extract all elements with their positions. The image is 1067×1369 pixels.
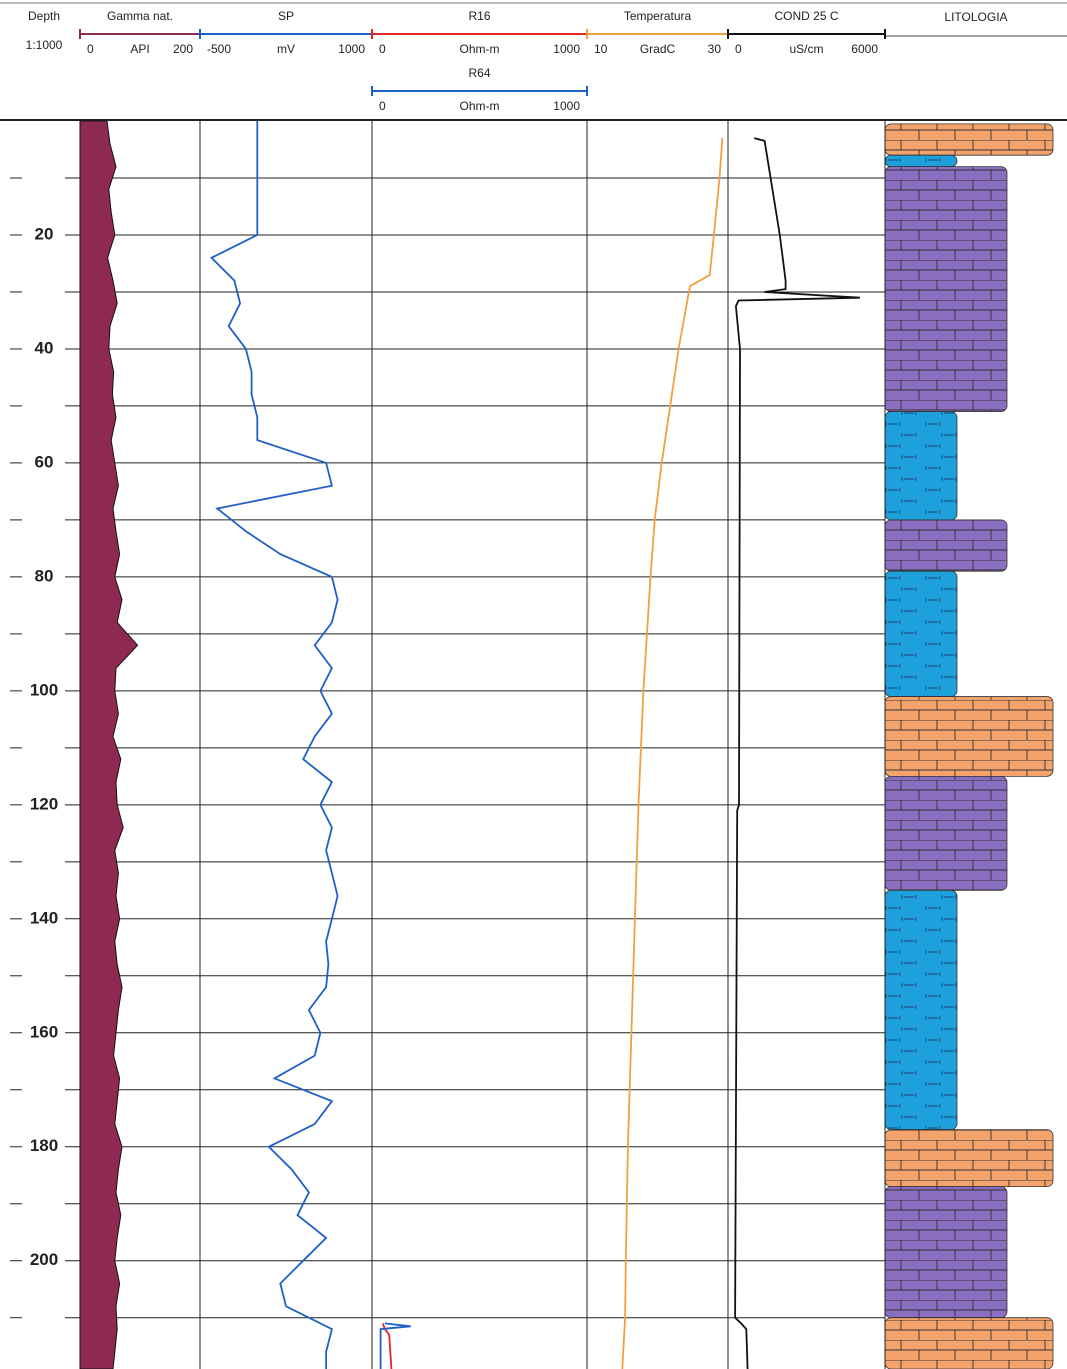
y-tick-label: 140	[30, 908, 58, 927]
lithology-pattern	[885, 520, 1007, 571]
y-tick-label: 200	[30, 1250, 58, 1269]
lithology-pattern	[885, 412, 957, 520]
lithology-pattern	[885, 697, 1053, 777]
lithology-pattern	[885, 124, 1053, 155]
lithology-pattern	[885, 1187, 1007, 1318]
lithology-pattern	[885, 167, 1007, 412]
axis-unit: Ohm-m	[460, 42, 500, 56]
curve-name: R16	[468, 9, 490, 23]
lithology-pattern	[885, 155, 957, 166]
curve-name: SP	[278, 9, 294, 23]
axis-max: 6000	[851, 42, 878, 56]
axis-unit: Ohm-m	[460, 99, 500, 113]
y-tick-label: 80	[35, 566, 54, 585]
axis-min: 0	[87, 42, 94, 56]
axis-min: 10	[594, 42, 608, 56]
y-tick-label: 100	[30, 680, 58, 699]
axis-max: 200	[173, 42, 193, 56]
lithology-pattern	[885, 571, 957, 696]
axis-max: 1000	[338, 42, 365, 56]
axis-min: 0	[735, 42, 742, 56]
axis-unit: mV	[277, 42, 295, 56]
axis-max: 1000	[553, 42, 580, 56]
curve-name: Gamma nat.	[107, 9, 173, 23]
lithology-title: LITOLOGIA	[944, 10, 1007, 24]
axis-unit: API	[130, 42, 149, 56]
axis-min: -500	[207, 42, 231, 56]
axis-min: 0	[379, 99, 386, 113]
y-tick-label: 20	[35, 224, 54, 243]
well-log: Depth 1:1000 LITOLOGIA 20406080100120140…	[0, 0, 1067, 1369]
lithology-pattern	[885, 1130, 1053, 1187]
axis-min: 0	[379, 42, 386, 56]
lithology-pattern	[885, 890, 957, 1129]
lithology-pattern	[885, 776, 1007, 890]
depth-label: Depth	[28, 9, 60, 23]
lithology-pattern	[885, 1318, 1053, 1369]
curve-name: COND 25 C	[774, 9, 838, 23]
axis-max: 30	[708, 42, 722, 56]
y-tick-label: 180	[30, 1136, 58, 1155]
depth-scale: 1:1000	[26, 38, 63, 52]
axis-unit: GradC	[640, 42, 676, 56]
axis-unit: uS/cm	[789, 42, 823, 56]
y-tick-label: 60	[35, 452, 54, 471]
y-tick-label: 160	[30, 1022, 58, 1041]
curve-name: R64	[468, 66, 490, 80]
y-tick-label: 40	[35, 338, 54, 357]
axis-max: 1000	[553, 99, 580, 113]
curve-name: Temperatura	[624, 9, 692, 23]
y-tick-label: 120	[30, 794, 58, 813]
